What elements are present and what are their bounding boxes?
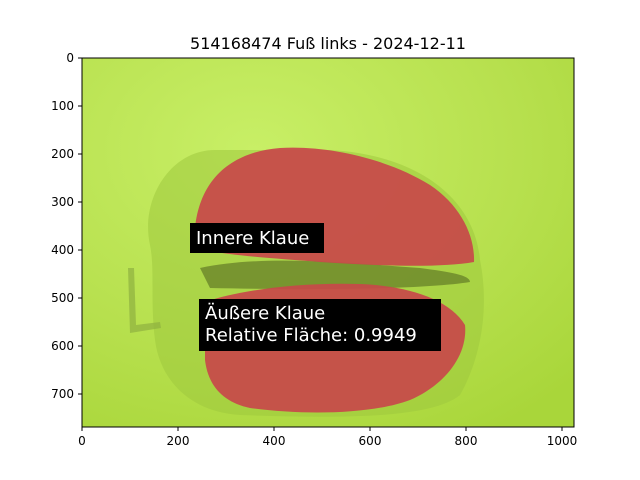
- x-axis: 0 200 400 600 800 1000: [78, 427, 577, 448]
- plot-title: 514168474 Fuß links - 2024-12-11: [190, 34, 466, 53]
- axes-frame: [81, 57, 575, 428]
- y-tick-label: 600: [51, 339, 74, 353]
- inner-claw-label-text: Innere Klaue: [196, 228, 309, 249]
- x-tick-label: 600: [359, 434, 382, 448]
- y-tick-label: 400: [51, 243, 74, 257]
- y-axis: 0 100 200 300 400 500 600 700: [51, 51, 82, 401]
- y-tick-label: 300: [51, 195, 74, 209]
- outer-claw-label: Äußere Klaue Relative Fläche: 0.9949: [199, 299, 441, 351]
- x-tick-label: 800: [455, 434, 478, 448]
- y-tick-label: 0: [66, 51, 74, 65]
- x-tick-label: 400: [263, 434, 286, 448]
- x-tick-label: 200: [167, 434, 190, 448]
- x-tick-label: 1000: [547, 434, 578, 448]
- y-tick-label: 100: [51, 99, 74, 113]
- y-tick-label: 700: [51, 387, 74, 401]
- y-tick-label: 500: [51, 291, 74, 305]
- x-tick-label: 0: [78, 434, 86, 448]
- inner-claw-label: Innere Klaue: [190, 223, 324, 253]
- relative-area-text: Relative Fläche: 0.9949: [205, 325, 417, 346]
- outer-claw-label-text: Äußere Klaue: [205, 303, 325, 324]
- y-tick-label: 200: [51, 147, 74, 161]
